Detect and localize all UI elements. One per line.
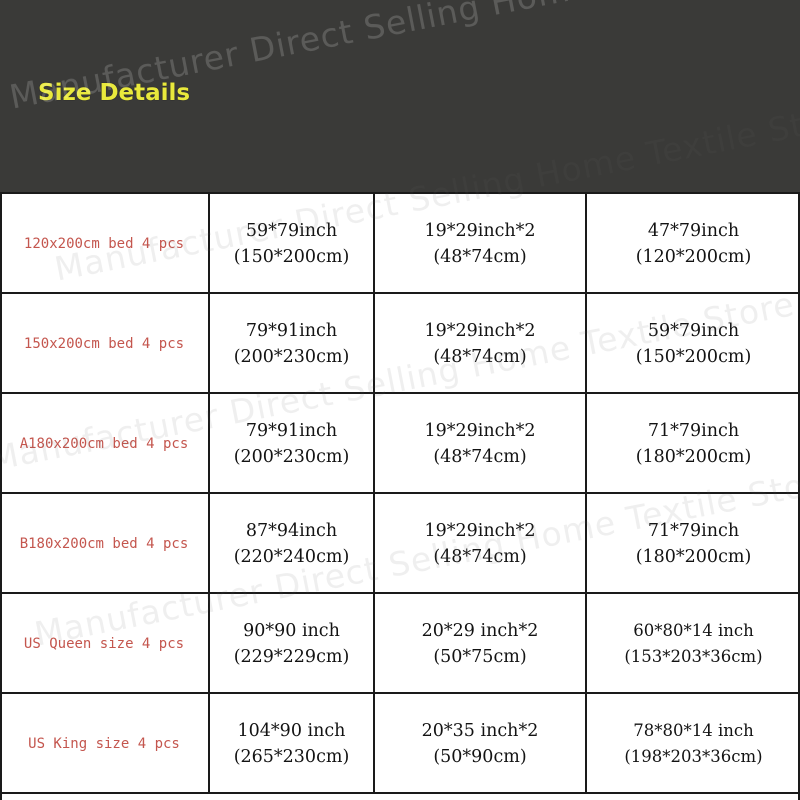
measure-inch: 59*79inch: [245, 221, 338, 241]
measure-cm: (180*200cm): [635, 547, 752, 567]
measure-inch: 104*90 inch: [237, 721, 346, 741]
table-cell-duvet: 104*90 inch (265*230cm): [208, 694, 373, 794]
size-label: US Queen size 4 pcs: [23, 636, 185, 652]
table-row: 120x200cm bed 4 pcs 59*79inch (150*200cm…: [0, 192, 800, 294]
table-cell-sheet: 71*79inch (180*200cm): [585, 394, 800, 494]
measure-cm: (198*203*36cm): [624, 747, 763, 766]
table-cell-size: B180x200cm bed 4 pcs: [0, 494, 208, 594]
measure-cm: (200*230cm): [233, 447, 350, 467]
measure-inch: 79*91inch: [245, 421, 338, 441]
table-cell-size: US Queen size 4 pcs: [0, 594, 208, 694]
table-cell-sheet: 59*79inch (150*200cm): [585, 294, 800, 394]
table-cell-sheet: 71*79inch (180*200cm): [585, 494, 800, 594]
measure-inch: 19*29inch*2: [424, 521, 536, 541]
table-cell-sheet: 78*80*14 inch (198*203*36cm): [585, 694, 800, 794]
table-cell-pillow: 19*29inch*2 (48*74cm): [373, 294, 585, 394]
measure-inch: 71*79inch: [647, 421, 740, 441]
table-cell-sheet: 47*79inch (120*200cm): [585, 194, 800, 294]
measure-inch: 79*91inch: [245, 321, 338, 341]
page-title: Size Details: [38, 80, 191, 106]
measure-inch: 19*29inch*2: [424, 321, 536, 341]
header-band: [0, 0, 800, 192]
table-cell-pillow: 19*29inch*2 (48*74cm): [373, 494, 585, 594]
measure-cm: (265*230cm): [233, 747, 350, 767]
size-label: 120x200cm bed 4 pcs: [23, 236, 185, 252]
size-label: 150x200cm bed 4 pcs: [23, 336, 185, 352]
measure-inch: 59*79inch: [647, 321, 740, 341]
table-cell-pillow: 20*35 inch*2 (50*90cm): [373, 694, 585, 794]
size-label: B180x200cm bed 4 pcs: [19, 536, 189, 552]
measure-inch: 20*29 inch*2: [421, 621, 539, 641]
table-row: 150x200cm bed 4 pcs 79*91inch (200*230cm…: [0, 292, 800, 394]
table-cell-duvet: 59*79inch (150*200cm): [208, 194, 373, 294]
table-cell-pillow: 19*29inch*2 (48*74cm): [373, 394, 585, 494]
table-cell-size: A180x200cm bed 4 pcs: [0, 394, 208, 494]
table-cell-pillow: 19*29inch*2 (48*74cm): [373, 194, 585, 294]
table-cell-duvet: 79*91inch (200*230cm): [208, 394, 373, 494]
table-cell-duvet: 90*90 inch (229*229cm): [208, 594, 373, 694]
measure-cm: (200*230cm): [233, 347, 350, 367]
measure-cm: (50*75cm): [433, 647, 527, 667]
measure-inch: 60*80*14 inch: [633, 621, 754, 640]
measure-cm: (50*90cm): [433, 747, 527, 767]
size-label: US King size 4 pcs: [28, 736, 180, 752]
table-cell-duvet: 87*94inch (220*240cm): [208, 494, 373, 594]
measure-cm: (48*74cm): [433, 447, 527, 467]
measure-cm: (48*74cm): [433, 347, 527, 367]
table-cell-pillow: 20*29 inch*2 (50*75cm): [373, 594, 585, 694]
table-row: A180x200cm bed 4 pcs 79*91inch (200*230c…: [0, 392, 800, 494]
table-row: US King size 4 pcs 104*90 inch (265*230c…: [0, 692, 800, 794]
measure-inch: 20*35 inch*2: [421, 721, 539, 741]
table-cell-size: 150x200cm bed 4 pcs: [0, 294, 208, 394]
measure-cm: (229*229cm): [233, 647, 350, 667]
table-cell-size: 120x200cm bed 4 pcs: [0, 194, 208, 294]
measure-cm: (150*200cm): [635, 347, 752, 367]
measure-inch: 90*90 inch: [243, 621, 340, 641]
measure-cm: (120*200cm): [635, 247, 752, 267]
measure-cm: (180*200cm): [635, 447, 752, 467]
measure-cm: (220*240cm): [233, 547, 350, 567]
table-cell-size: US King size 4 pcs: [0, 694, 208, 794]
table-row-partial: [0, 792, 800, 800]
measure-inch: 47*79inch: [647, 221, 740, 241]
measure-inch: 71*79inch: [647, 521, 740, 541]
size-label: A180x200cm bed 4 pcs: [19, 436, 189, 452]
measure-cm: (150*200cm): [233, 247, 350, 267]
measure-cm: (48*74cm): [433, 547, 527, 567]
table-row: US Queen size 4 pcs 90*90 inch (229*229c…: [0, 592, 800, 694]
measure-inch: 19*29inch*2: [424, 221, 536, 241]
table-cell-duvet: 79*91inch (200*230cm): [208, 294, 373, 394]
measure-inch: 87*94inch: [245, 521, 338, 541]
table-cell-sheet: 60*80*14 inch (153*203*36cm): [585, 594, 800, 694]
measure-inch: 78*80*14 inch: [633, 721, 754, 740]
measure-cm: (48*74cm): [433, 247, 527, 267]
measure-cm: (153*203*36cm): [624, 647, 763, 666]
measure-inch: 19*29inch*2: [424, 421, 536, 441]
table-row: B180x200cm bed 4 pcs 87*94inch (220*240c…: [0, 492, 800, 594]
size-table: 120x200cm bed 4 pcs 59*79inch (150*200cm…: [0, 192, 800, 800]
